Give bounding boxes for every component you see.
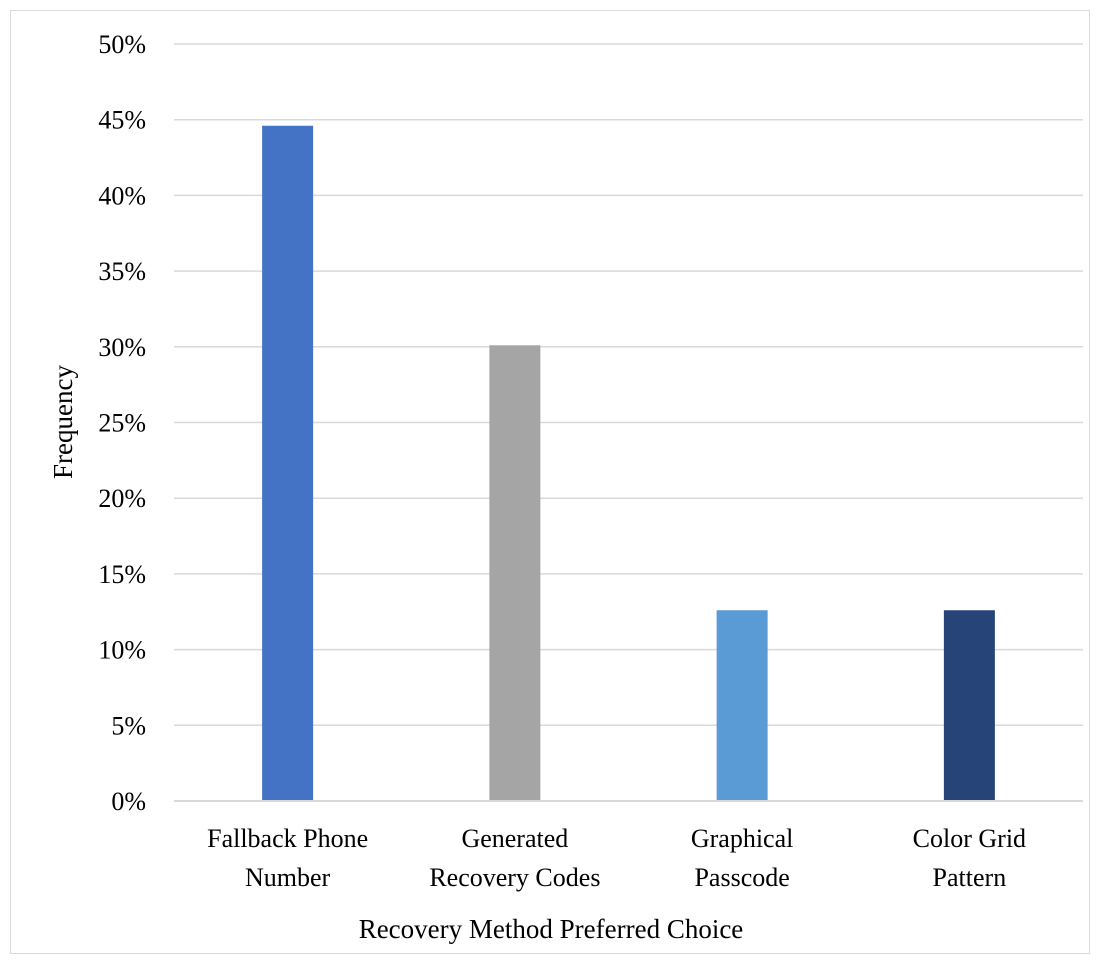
y-tick-label: 10% [98,636,146,665]
x-tick-label: Color Grid [913,824,1026,853]
x-tick-label: Pattern [933,863,1007,892]
y-tick-label: 15% [98,560,146,589]
x-axis-ticks: Fallback Phone Number Generated Recovery Co… [207,824,1026,892]
chart-frame [10,10,1090,954]
y-tick-label: 5% [111,711,146,740]
y-tick-label: 35% [98,257,146,286]
bar [262,125,314,802]
x-tick-label: Passcode [694,863,789,892]
y-tick-label: 25% [98,409,146,438]
x-tick-label: Fallback Phone [207,824,368,853]
y-tick-label: 40% [98,181,146,210]
bar [716,610,768,801]
bar [489,345,541,801]
y-axis-title: Frequency [48,365,78,479]
y-tick-label: 50% [98,30,146,59]
y-tick-label: 20% [98,484,146,513]
bar [943,610,995,801]
gridlines [174,43,1083,727]
y-axis-ticks: 0% 5% 10% 15% 20% 25% 30% 35% 40% 45% 50% [98,30,146,816]
x-tick-label: Graphical [691,824,794,853]
x-tick-label: Number [245,863,331,892]
x-tick-label: Generated [461,824,568,853]
bars [262,125,995,802]
x-tick-label: Recovery Codes [429,863,600,892]
x-axis-title: Recovery Method Preferred Choice [359,914,744,944]
y-tick-label: 45% [98,106,146,135]
y-tick-label: 0% [111,787,146,816]
y-tick-label: 30% [98,333,146,362]
